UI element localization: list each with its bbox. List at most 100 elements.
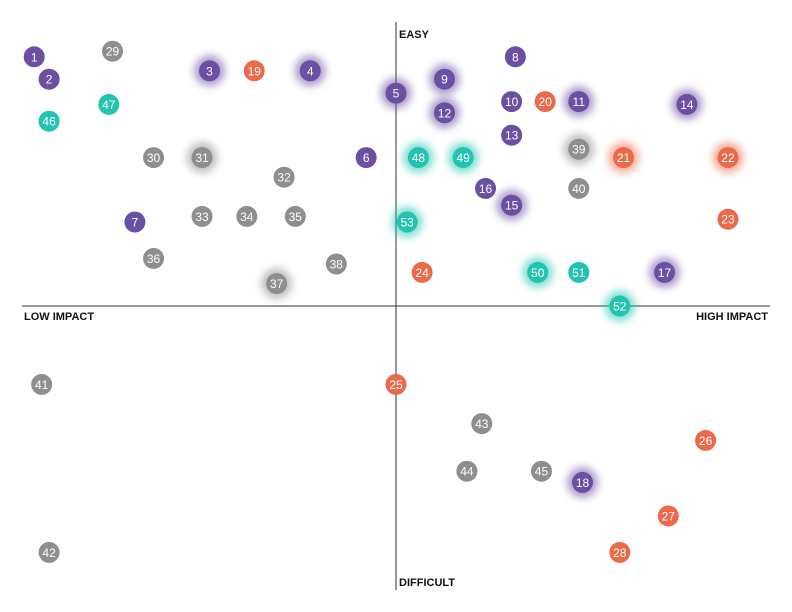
point-marker: [609, 295, 631, 317]
point-marker: [501, 194, 523, 216]
axis-label-top: EASY: [399, 29, 430, 41]
point-marker: [243, 60, 265, 82]
scatter-point: 37: [266, 273, 288, 295]
point-marker: [568, 261, 590, 283]
point-marker: [534, 91, 556, 113]
point-marker: [452, 147, 474, 169]
scatter-point: 28: [609, 541, 631, 563]
scatter-point: 23: [717, 208, 739, 230]
scatter-point: 3: [199, 60, 220, 82]
point-label: 22: [721, 151, 735, 165]
point-marker: [433, 68, 455, 90]
scatter-point: 41: [31, 373, 53, 395]
point-marker: [38, 541, 60, 563]
point-marker: [396, 211, 418, 233]
point-label: 36: [147, 252, 161, 266]
scatter-point: 14: [676, 93, 698, 115]
point-marker: [191, 147, 213, 169]
point-label: 28: [613, 546, 627, 560]
point-marker: [299, 60, 321, 82]
point-label: 37: [270, 277, 284, 291]
point-marker: [471, 413, 493, 435]
scatter-point: 7: [124, 211, 146, 233]
point-marker: [568, 177, 590, 199]
scatter-point: 44: [456, 460, 478, 482]
scatter-point: 25: [385, 373, 407, 395]
axis-label-right: HIGH IMPACT: [696, 311, 768, 323]
scatter-point: 8: [504, 46, 526, 68]
point-label: 43: [475, 417, 489, 431]
axis-label-left: LOW IMPACT: [24, 311, 94, 323]
point-marker: [501, 124, 523, 146]
point-marker: [456, 460, 478, 482]
point-label: 20: [539, 95, 553, 109]
point-marker: [433, 102, 455, 124]
scatter-point: 32: [273, 166, 295, 188]
point-label: 52: [613, 300, 627, 314]
point-label: 32: [277, 171, 291, 185]
point-label: 27: [662, 510, 676, 524]
scatter-point: 48: [407, 147, 429, 169]
point-label: 4: [307, 64, 314, 78]
point-marker: [385, 373, 407, 395]
point-label: 9: [441, 73, 448, 87]
scatter-point: 12: [433, 102, 455, 124]
scatter-point: 40: [568, 177, 590, 199]
point-marker: [124, 211, 146, 233]
scatter-point: 45: [530, 460, 552, 482]
point-label: 10: [505, 95, 519, 109]
axis-label-bottom: DIFFICULT: [399, 577, 455, 589]
point-label: 8: [512, 50, 519, 64]
scatter-point: 29: [102, 40, 124, 62]
point-label: 51: [572, 266, 586, 280]
point-marker: [717, 147, 739, 169]
point-marker: [530, 460, 552, 482]
point-label: 45: [535, 465, 549, 479]
point-marker: [568, 138, 590, 160]
point-label: 14: [680, 98, 694, 112]
scatter-point: 46: [38, 110, 60, 132]
point-label: 3: [206, 64, 213, 78]
scatter-point: 47: [98, 93, 120, 115]
point-label: 47: [102, 98, 116, 112]
point-marker: [676, 93, 698, 115]
point-label: 16: [479, 182, 493, 196]
scatter-point: 51: [568, 261, 590, 283]
scatter-point: 27: [657, 505, 679, 527]
point-label: 24: [415, 266, 429, 280]
scatter-point: 34: [236, 205, 258, 227]
point-marker: [143, 147, 165, 169]
scatter-point: 26: [695, 429, 717, 451]
point-marker: [609, 541, 631, 563]
point-label: 53: [401, 216, 415, 230]
scatter-point: 35: [284, 205, 306, 227]
scatter-point: 16: [475, 177, 497, 199]
point-marker: [236, 205, 258, 227]
point-label: 49: [456, 151, 470, 165]
point-label: 42: [42, 546, 56, 560]
point-label: 30: [147, 151, 161, 165]
point-label: 46: [42, 115, 56, 129]
point-marker: [143, 247, 165, 269]
point-label: 40: [572, 182, 586, 196]
scatter-point: 50: [527, 261, 549, 283]
scatter-point: 31: [191, 147, 213, 169]
scatter-point: 42: [38, 541, 60, 563]
point-marker: [407, 147, 429, 169]
scatter-point: 43: [471, 413, 493, 435]
point-label: 6: [363, 151, 370, 165]
point-label: 25: [389, 378, 403, 392]
point-marker: [191, 205, 213, 227]
scatter-point: 6: [355, 147, 377, 169]
point-marker: [199, 60, 220, 82]
point-label: 5: [393, 87, 400, 101]
scatter-point: 24: [411, 261, 433, 283]
point-label: 23: [721, 213, 735, 227]
scatter-point: 13: [501, 124, 523, 146]
scatter-point: 22: [717, 147, 739, 169]
point-marker: [98, 93, 120, 115]
point-label: 2: [46, 73, 53, 87]
point-marker: [657, 505, 679, 527]
